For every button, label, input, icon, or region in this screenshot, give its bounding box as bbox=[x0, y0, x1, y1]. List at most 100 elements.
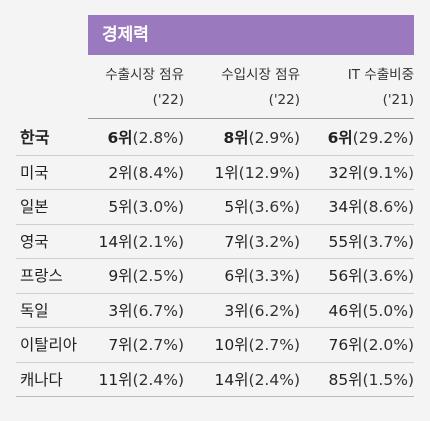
column-header-year: ('22) bbox=[268, 92, 300, 108]
table-row: 이탈리아 7위(2.7%) 10위(2.7%) 76위(2.0%) bbox=[16, 328, 414, 363]
column-header-import-share: 수입시장 점유 ('22) bbox=[196, 63, 300, 113]
share-value: (2.7%) bbox=[132, 336, 184, 354]
share-value: (12.9%) bbox=[238, 163, 300, 182]
header-divider bbox=[88, 118, 414, 119]
share-value: (8.4%) bbox=[132, 163, 184, 182]
export-share-cell: 5위(3.0%) bbox=[108, 190, 184, 224]
import-share-cell: 7위(3.2%) bbox=[224, 225, 300, 259]
it-export-ratio-cell: 34위(8.6%) bbox=[329, 190, 414, 224]
share-value: (1.5%) bbox=[362, 370, 414, 389]
column-header-year: ('21) bbox=[382, 92, 414, 108]
import-share-cell: 5위(3.6%) bbox=[224, 190, 300, 224]
country-name: 이탈리아 bbox=[20, 336, 78, 354]
it-export-ratio-cell: 76위(2.0%) bbox=[329, 328, 414, 362]
column-header-export-share: 수출시장 점유 ('22) bbox=[88, 63, 184, 113]
rank-value: 6위 bbox=[107, 129, 133, 147]
export-share-cell: 11위(2.4%) bbox=[99, 363, 184, 397]
it-export-ratio-cell: 32위(9.1%) bbox=[329, 156, 414, 190]
share-value: (2.0%) bbox=[362, 336, 414, 354]
share-value: (6.7%) bbox=[132, 301, 184, 320]
rank-value: 55위 bbox=[328, 232, 363, 251]
share-value: (2.5%) bbox=[132, 267, 184, 285]
rank-value: 5위 bbox=[108, 198, 133, 216]
table-row: 독일 3위(6.7%) 3위(6.2%) 46위(5.0%) bbox=[16, 294, 414, 328]
country-name: 미국 bbox=[20, 163, 49, 182]
table-row: 프랑스 9위(2.5%) 6위(3.3%) 56위(3.6%) bbox=[16, 259, 414, 294]
share-value: (2.8%) bbox=[132, 129, 184, 147]
table-row: 캐나다 11위(2.4%) 14위(2.4%) 85위(1.5%) bbox=[16, 363, 414, 397]
table-row: 영국 14위(2.1%) 7위(3.2%) 55위(3.7%) bbox=[16, 225, 414, 259]
rank-value: 1위 bbox=[214, 163, 239, 182]
country-name: 일본 bbox=[20, 198, 49, 216]
share-value: (3.6%) bbox=[362, 267, 414, 285]
share-value: (3.2%) bbox=[248, 232, 300, 251]
it-export-ratio-cell: 6위(29.2%) bbox=[328, 121, 414, 155]
rank-value: 14위 bbox=[98, 232, 133, 251]
rank-value: 76위 bbox=[328, 336, 363, 354]
column-header-label: IT 수출비중 bbox=[347, 67, 414, 83]
rank-value: 34위 bbox=[328, 198, 363, 216]
export-share-cell: 6위(2.8%) bbox=[107, 121, 184, 155]
export-share-cell: 9위(2.5%) bbox=[108, 259, 184, 293]
column-header-label: 수출시장 점유 bbox=[105, 67, 184, 83]
rank-value: 85위 bbox=[328, 370, 363, 389]
country-name: 독일 bbox=[20, 301, 49, 320]
table-row: 미국 2위(8.4%) 1위(12.9%) 32위(9.1%) bbox=[16, 156, 414, 190]
rank-value: 7위 bbox=[108, 336, 133, 354]
share-value: (2.1%) bbox=[132, 232, 184, 251]
share-value: (29.2%) bbox=[352, 129, 414, 147]
share-value: (2.4%) bbox=[132, 370, 184, 389]
rank-value: 6위 bbox=[327, 129, 353, 147]
share-value: (5.0%) bbox=[362, 301, 414, 320]
rank-value: 46위 bbox=[328, 301, 363, 320]
rank-value: 7위 bbox=[224, 232, 249, 251]
it-export-ratio-cell: 46위(5.0%) bbox=[329, 294, 414, 328]
import-share-cell: 8위(2.9%) bbox=[223, 121, 300, 155]
import-share-cell: 14위(2.4%) bbox=[215, 363, 300, 397]
import-share-cell: 3위(6.2%) bbox=[224, 294, 300, 328]
rank-value: 9위 bbox=[108, 267, 133, 285]
table-row: 한국 6위(2.8%) 8위(2.9%) 6위(29.2%) bbox=[16, 121, 414, 156]
country-name: 한국 bbox=[20, 128, 50, 147]
country-name: 프랑스 bbox=[20, 267, 63, 285]
rank-value: 11위 bbox=[98, 370, 133, 389]
export-share-cell: 7위(2.7%) bbox=[108, 328, 184, 362]
rank-value: 3위 bbox=[108, 301, 133, 320]
share-value: (2.7%) bbox=[248, 336, 300, 354]
import-share-cell: 6위(3.3%) bbox=[224, 259, 300, 293]
country-name: 영국 bbox=[20, 232, 49, 251]
rank-value: 2위 bbox=[108, 163, 133, 182]
section-title: 경제력 bbox=[88, 15, 414, 55]
rank-value: 32위 bbox=[328, 163, 363, 182]
column-header-label: 수입시장 점유 bbox=[221, 67, 300, 83]
share-value: (2.9%) bbox=[248, 129, 300, 147]
share-value: (3.7%) bbox=[362, 232, 414, 251]
import-share-cell: 1위(12.9%) bbox=[215, 156, 300, 190]
share-value: (3.0%) bbox=[132, 198, 184, 216]
share-value: (3.6%) bbox=[248, 198, 300, 216]
share-value: (6.2%) bbox=[248, 301, 300, 320]
share-value: (9.1%) bbox=[362, 163, 414, 182]
export-share-cell: 14위(2.1%) bbox=[99, 225, 184, 259]
share-value: (2.4%) bbox=[248, 370, 300, 389]
export-share-cell: 2위(8.4%) bbox=[108, 156, 184, 190]
table-body: 한국 6위(2.8%) 8위(2.9%) 6위(29.2%) 미국 2위(8.4%) 1위(… bbox=[16, 121, 414, 397]
rank-value: 3위 bbox=[224, 301, 249, 320]
column-header-year: ('22) bbox=[152, 92, 184, 108]
share-value: (8.6%) bbox=[362, 198, 414, 216]
export-share-cell: 3위(6.7%) bbox=[108, 294, 184, 328]
rank-value: 8위 bbox=[223, 129, 249, 147]
rank-value: 56위 bbox=[328, 267, 363, 285]
rank-value: 10위 bbox=[214, 336, 249, 354]
table-row: 일본 5위(3.0%) 5위(3.6%) 34위(8.6%) bbox=[16, 190, 414, 225]
country-name: 캐나다 bbox=[20, 370, 63, 389]
rank-value: 5위 bbox=[224, 198, 249, 216]
it-export-ratio-cell: 85위(1.5%) bbox=[329, 363, 414, 397]
column-header-it-export-ratio: IT 수출비중 ('21) bbox=[310, 63, 414, 113]
share-value: (3.3%) bbox=[248, 267, 300, 285]
rank-value: 14위 bbox=[214, 370, 249, 389]
it-export-ratio-cell: 55위(3.7%) bbox=[329, 225, 414, 259]
import-share-cell: 10위(2.7%) bbox=[215, 328, 300, 362]
rank-value: 6위 bbox=[224, 267, 249, 285]
